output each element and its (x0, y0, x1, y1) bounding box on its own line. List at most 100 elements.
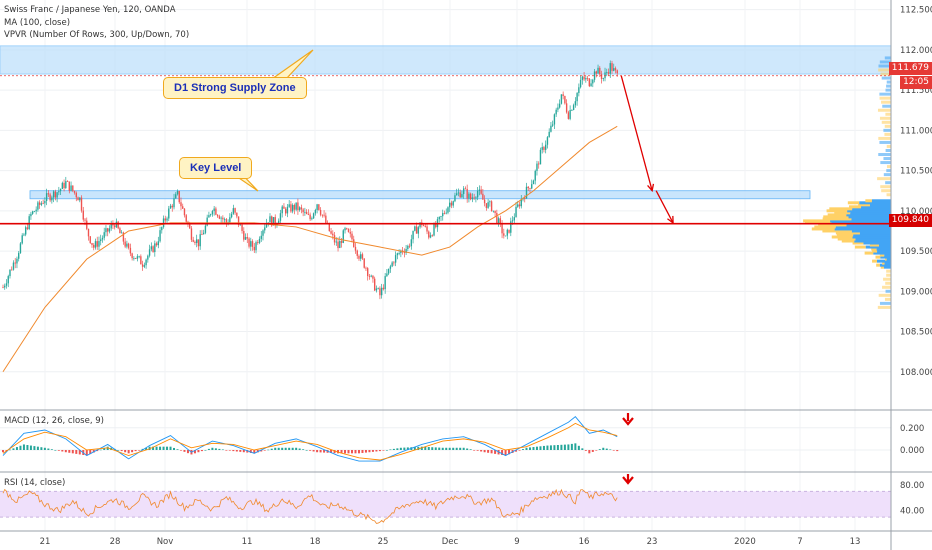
candle-body (341, 241, 342, 243)
candle-body (423, 225, 424, 226)
time-tick-label: 13 (850, 537, 861, 547)
time-tick-label: 2020 (734, 537, 756, 547)
candle-body (398, 253, 399, 254)
vp-up-bar (872, 199, 891, 202)
candle-body (350, 232, 351, 234)
candle-body (42, 203, 43, 204)
candle-body (369, 276, 370, 277)
candle-body (358, 256, 359, 259)
candle-body (308, 214, 309, 215)
macd-histogram-bar (557, 445, 559, 450)
candle-body (70, 186, 71, 191)
candle-body (578, 87, 579, 93)
candle-body (309, 215, 310, 220)
candle-body (348, 229, 349, 232)
candle-body (282, 207, 283, 214)
candle-body (459, 192, 460, 197)
macd-histogram-bar (211, 448, 213, 450)
candle-body (259, 239, 260, 243)
candle-body (325, 216, 326, 223)
time-tick-label: 23 (647, 537, 658, 547)
macd-histogram-bar (37, 447, 39, 450)
vp-down-bar (876, 264, 880, 267)
key-level-label[interactable]: Key Level (179, 157, 252, 179)
candle-body (28, 216, 29, 229)
candle-body (561, 94, 562, 103)
candle-body (72, 186, 73, 191)
candle-body (67, 181, 68, 182)
macd-histogram-bar (578, 446, 580, 450)
forecast-arrows (621, 76, 673, 223)
candle-body (409, 246, 410, 247)
candle-body (241, 225, 242, 231)
candle-body (302, 209, 303, 212)
candle-body (548, 132, 549, 137)
supply-zone-label[interactable]: D1 Strong Supply Zone (163, 77, 307, 99)
candle-body (503, 233, 504, 235)
candle-body (487, 202, 488, 208)
macd-histogram-bar (588, 450, 590, 453)
time-tick-label: 16 (579, 537, 590, 547)
candle-body (383, 288, 384, 289)
macd-histogram-bar (51, 449, 53, 450)
candle-body (98, 241, 99, 247)
candle-body (613, 68, 614, 71)
candle-body (524, 198, 525, 199)
macd-histogram-bar (445, 448, 447, 450)
candle-body (6, 283, 7, 285)
price-tick-label: 112.000 (900, 46, 932, 56)
candle-body (46, 193, 47, 201)
macd-histogram-bar (361, 450, 363, 453)
key-level-price-tag: 109.840 (889, 214, 932, 227)
price-tick-label: 110.500 (900, 167, 932, 177)
candle-body (231, 214, 232, 217)
candle-body (540, 150, 541, 164)
candle-body (86, 221, 87, 229)
macd-histogram-bar (222, 449, 224, 450)
candle-body (212, 211, 213, 214)
candle-body (610, 63, 611, 74)
candle-body (140, 256, 141, 264)
rsi-band (0, 491, 891, 517)
candle-body (500, 218, 501, 223)
candle-body (215, 209, 216, 215)
candle-body (32, 211, 33, 213)
candle-body (166, 218, 167, 220)
candle-body (16, 259, 17, 264)
macd-signal-line (3, 423, 617, 460)
candle-body (264, 227, 265, 230)
vp-thin-bar (887, 81, 891, 84)
candle-body (173, 198, 174, 207)
macd-histogram-bar (396, 448, 398, 450)
candle-body (508, 230, 509, 233)
vp-thin-bar (879, 93, 891, 96)
candle-body (34, 211, 35, 212)
vp-thin-bar (886, 290, 891, 293)
candle-body (606, 72, 607, 73)
candle-body (388, 269, 389, 274)
candle-body (564, 96, 565, 103)
candle-body (466, 189, 467, 199)
candle-body (100, 239, 101, 241)
candle-body (62, 183, 63, 189)
candle-body (65, 181, 66, 188)
rsi-legend: RSI (14, close) (4, 478, 65, 488)
candle-body (428, 232, 429, 238)
macd-histogram-bar (302, 449, 304, 450)
macd-histogram-bar (532, 447, 534, 450)
macd-histogram-bar (316, 450, 318, 452)
candle-body (144, 265, 145, 267)
candle-body (453, 201, 454, 205)
vp-thin-bar (883, 157, 891, 160)
vp-thin-bar (885, 56, 891, 59)
macd-tick-label: 0.000 (900, 446, 924, 456)
macd-histogram-bar (135, 450, 137, 451)
candle-body (318, 204, 319, 210)
candle-body (477, 191, 478, 197)
macd-histogram-bar (12, 448, 14, 450)
macd-histogram-bar (23, 444, 25, 450)
macd-histogram-bar (30, 446, 32, 450)
macd-histogram-bar (529, 447, 531, 450)
candle-body (322, 215, 323, 216)
macd-histogram-bar (40, 447, 42, 450)
